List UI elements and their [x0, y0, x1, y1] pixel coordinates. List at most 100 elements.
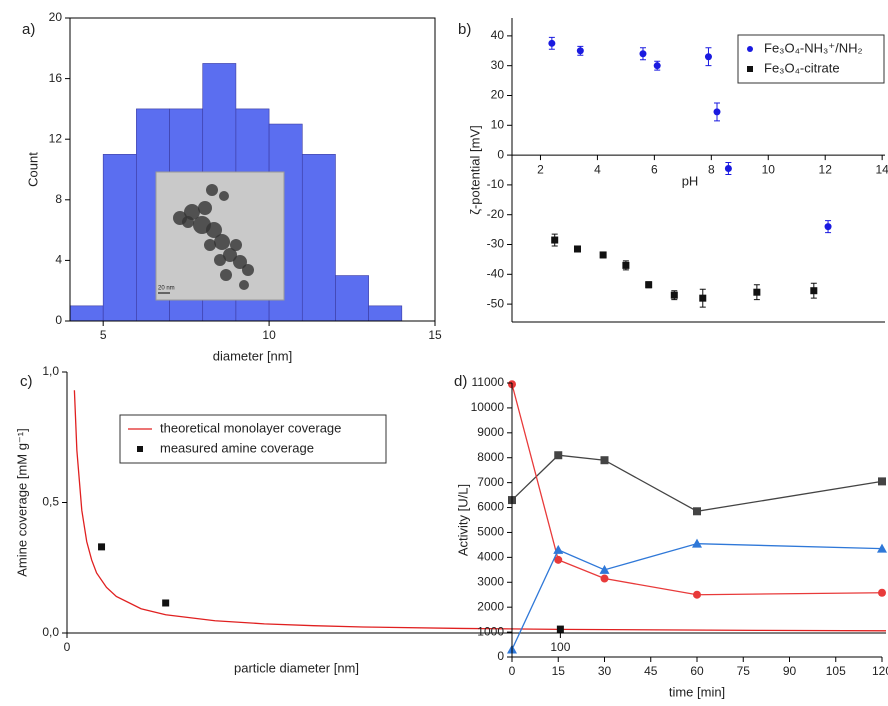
- panel-label: d): [454, 373, 467, 390]
- y-tick-label: 0,5: [42, 495, 59, 509]
- x-tick-label: 4: [594, 162, 601, 176]
- y-tick-label: 2000: [477, 599, 504, 613]
- legend-label: Fe₃O₄-citrate: [764, 60, 840, 75]
- y-tick-label: 40: [491, 28, 505, 42]
- x-tick-label: 2: [537, 162, 544, 176]
- marker: [747, 46, 753, 52]
- y-tick-label: 5000: [477, 525, 504, 539]
- marker: [554, 555, 563, 564]
- x-tick-label: 100: [550, 640, 570, 654]
- bar: [301, 154, 336, 322]
- marker: [878, 477, 886, 486]
- x-tick-label: 14: [875, 162, 888, 176]
- marker: [693, 590, 701, 599]
- x-tick-label: 0: [509, 664, 516, 678]
- marker: [724, 165, 732, 173]
- y-axis-label: Amine coverage [mM g⁻¹]: [14, 428, 29, 576]
- marker: [162, 599, 170, 607]
- particle: [182, 216, 194, 228]
- y-axis-label: Count: [25, 152, 40, 187]
- marker: [670, 291, 678, 299]
- y-axis-label: Activity [U/L]: [455, 484, 470, 556]
- series-line: [511, 384, 883, 596]
- x-tick-label: 120: [872, 664, 888, 678]
- y-tick-label: -20: [487, 207, 505, 221]
- scale-label: 20 nm: [158, 286, 175, 292]
- x-tick-label: 10: [262, 328, 276, 342]
- x-tick-label: 12: [819, 162, 833, 176]
- particle: [204, 239, 216, 251]
- x-tick-label: 60: [690, 664, 704, 678]
- marker: [556, 625, 564, 633]
- particle: [206, 222, 222, 238]
- marker: [622, 261, 630, 269]
- y-tick-label: 1000: [477, 624, 504, 638]
- marker: [653, 62, 661, 70]
- y-axis-label: ζ-potential [mV]: [467, 125, 482, 215]
- marker: [576, 47, 584, 55]
- marker: [599, 251, 607, 259]
- x-tick-label: 75: [737, 664, 751, 678]
- plot-frame: [69, 17, 436, 322]
- marker: [645, 281, 653, 289]
- x-tick-label: 0: [64, 640, 71, 654]
- legend-label: theoretical monolayer coverage: [160, 420, 341, 435]
- x-tick-label: 15: [552, 664, 566, 678]
- legend-label: measured amine coverage: [160, 440, 314, 455]
- y-tick-label: 0: [497, 147, 504, 161]
- legend-box: [737, 34, 885, 84]
- marker: [877, 543, 887, 553]
- y-tick-label: 10000: [471, 400, 505, 414]
- marker: [639, 50, 647, 58]
- panel-label: b): [458, 21, 471, 38]
- x-tick-label: 105: [826, 664, 846, 678]
- particle: [219, 191, 229, 201]
- x-axis-label: particle diameter [nm]: [234, 660, 359, 675]
- marker: [600, 574, 609, 583]
- marker: [747, 66, 753, 72]
- bar: [102, 154, 137, 322]
- series-line: [511, 454, 883, 512]
- particle: [230, 239, 242, 251]
- x-tick-label: 5: [100, 328, 107, 342]
- panel-label: a): [22, 21, 35, 38]
- marker: [554, 451, 563, 460]
- x-tick-label: 6: [651, 162, 658, 176]
- legend-box: [119, 414, 387, 464]
- y-tick-label: -40: [487, 266, 505, 280]
- marker: [878, 588, 886, 597]
- x-tick-label: 8: [708, 162, 715, 176]
- y-tick-label: 4: [55, 253, 62, 267]
- particle: [242, 264, 254, 276]
- x-tick-label: 10: [762, 162, 776, 176]
- marker: [713, 108, 721, 116]
- legend-label: Fe₃O₄-NH₃⁺/NH₂: [764, 40, 863, 55]
- particle: [198, 201, 212, 215]
- inset-image: 20 nm: [155, 171, 285, 301]
- y-tick-label: 10: [491, 117, 505, 131]
- y-tick-label: 20: [49, 10, 63, 24]
- marker: [98, 543, 106, 551]
- y-tick-label: -10: [487, 177, 505, 191]
- y-tick-label: -30: [487, 237, 505, 251]
- bar: [335, 275, 369, 322]
- marker: [693, 507, 701, 516]
- particle: [206, 184, 218, 196]
- particle: [214, 234, 230, 250]
- x-axis-label: diameter [nm]: [213, 348, 292, 363]
- y-tick-label: 8000: [477, 450, 504, 464]
- marker: [599, 564, 610, 574]
- particle: [233, 255, 247, 269]
- particle: [239, 280, 249, 290]
- x-tick-label: 15: [428, 328, 442, 342]
- y-tick-label: 12: [49, 131, 63, 145]
- y-tick-label: -50: [487, 296, 505, 310]
- marker: [810, 287, 818, 295]
- x-tick-label: 30: [598, 664, 612, 678]
- y-tick-label: 0: [497, 649, 504, 663]
- y-tick-label: 8: [55, 192, 62, 206]
- x-axis-label: pH: [682, 173, 699, 188]
- particle: [214, 254, 226, 266]
- y-tick-label: 20: [491, 88, 505, 102]
